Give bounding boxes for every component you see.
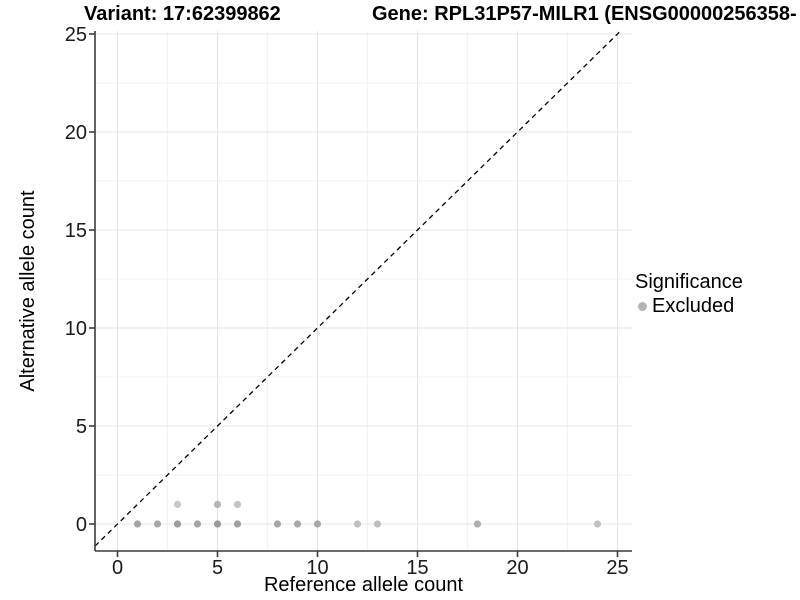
data-point bbox=[353, 520, 362, 528]
data-point bbox=[213, 500, 222, 508]
data-point bbox=[473, 520, 482, 528]
legend-title: Significance bbox=[635, 271, 743, 293]
data-point bbox=[593, 520, 602, 528]
data-point bbox=[193, 520, 202, 528]
data-point bbox=[233, 520, 242, 528]
data-point bbox=[213, 520, 222, 528]
legend: Significance Excluded bbox=[635, 271, 743, 318]
data-point bbox=[173, 500, 182, 508]
data-point bbox=[133, 520, 142, 528]
legend-point-icon bbox=[638, 302, 647, 311]
variant-title: Variant: 17:62399862 bbox=[84, 3, 281, 25]
y-tick-label: 15 bbox=[65, 220, 87, 242]
legend-item-excluded: Excluded bbox=[635, 295, 743, 318]
data-point bbox=[373, 520, 382, 528]
data-point bbox=[273, 520, 282, 528]
x-tick-label: 10 bbox=[306, 557, 328, 579]
x-axis-label: Reference allele count bbox=[263, 574, 463, 596]
data-point bbox=[153, 520, 162, 528]
data-point bbox=[173, 520, 182, 528]
x-tick-label: 15 bbox=[406, 557, 428, 579]
x-tick-label: 20 bbox=[506, 557, 528, 579]
x-tick-label: 5 bbox=[212, 557, 223, 579]
y-tick-label: 10 bbox=[65, 318, 87, 340]
data-point bbox=[233, 500, 242, 508]
identity-line bbox=[94, 30, 622, 547]
gene-title: Gene: RPL31P57-MILR1 (ENSG00000256358- bbox=[372, 3, 797, 25]
y-axis-label: Alternative allele count bbox=[17, 190, 39, 392]
data-point bbox=[293, 520, 302, 528]
y-tick-label: 20 bbox=[65, 122, 87, 144]
x-tick-label: 25 bbox=[606, 557, 628, 579]
data-point bbox=[313, 520, 322, 528]
y-tick-label: 5 bbox=[76, 416, 87, 438]
y-tick-label: 0 bbox=[76, 514, 87, 536]
y-tick-label: 25 bbox=[65, 24, 87, 46]
x-tick-label: 0 bbox=[112, 557, 123, 579]
legend-item-label: Excluded bbox=[652, 295, 735, 317]
